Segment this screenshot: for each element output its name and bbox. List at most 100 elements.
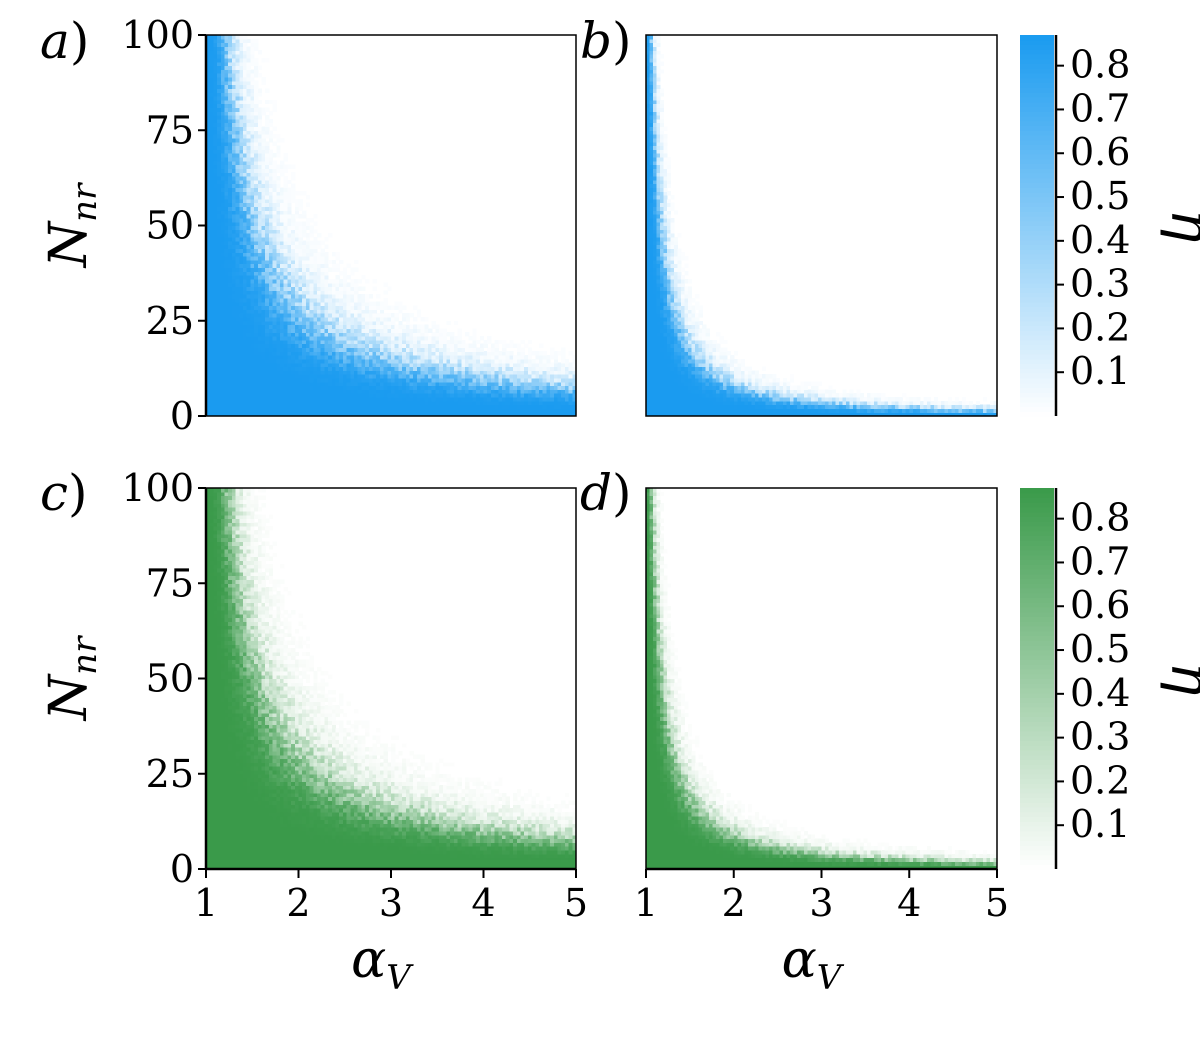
heatmap-cell <box>291 252 296 257</box>
heatmap-cell <box>235 362 240 368</box>
heatmap-cell <box>254 248 259 253</box>
heatmap-cell <box>224 38 229 44</box>
heatmap-cell <box>365 305 370 310</box>
heatmap-cell <box>280 229 285 234</box>
heatmap-cell <box>527 362 533 368</box>
heatmap-cell <box>435 370 440 375</box>
heatmap-cell <box>217 244 222 249</box>
heatmap-cell <box>246 404 251 409</box>
heatmap-cells <box>206 35 577 417</box>
heatmap-cell <box>670 412 675 417</box>
heatmap-cell <box>261 355 266 360</box>
heatmap-cell <box>954 404 959 409</box>
heatmap-cell <box>309 255 314 261</box>
heatmap-cell <box>357 370 362 375</box>
heatmap-cell <box>283 187 288 192</box>
heatmap-cell <box>479 389 485 394</box>
heatmap-cell <box>646 404 651 409</box>
heatmap-cell <box>280 347 285 352</box>
heatmap-cell <box>265 259 270 265</box>
heatmap-cell <box>298 328 303 333</box>
heatmap-cell <box>420 404 425 409</box>
heatmap-cell <box>803 381 809 387</box>
heatmap-cell <box>758 374 763 379</box>
heatmap-cell <box>450 393 455 398</box>
heatmap-cell <box>940 412 945 417</box>
heatmap-cell <box>217 61 222 67</box>
heatmap-cell <box>986 404 991 409</box>
heatmap-cell <box>916 408 921 413</box>
heatmap-cell <box>667 412 672 417</box>
heatmap-cell <box>681 374 686 379</box>
heatmap-cell <box>413 366 418 371</box>
heatmap-cell <box>513 366 518 371</box>
heatmap-cell <box>660 400 665 406</box>
heatmap-cell <box>335 339 340 345</box>
heatmap-cell <box>317 412 322 417</box>
heatmap-cell <box>546 355 551 360</box>
heatmap-cell <box>254 343 259 349</box>
heatmap-cell <box>246 145 251 150</box>
heatmap-cell <box>268 282 274 288</box>
heatmap-cell <box>416 328 422 333</box>
heatmap-cell <box>257 255 263 261</box>
heatmap-cell <box>272 225 277 230</box>
heatmap-cell <box>568 396 573 402</box>
heatmap-cell <box>698 381 703 387</box>
heatmap-cell <box>350 362 355 368</box>
heatmap-cell <box>298 294 303 299</box>
heatmap-cell <box>376 358 381 364</box>
heatmap-cell <box>391 396 396 402</box>
heatmap-cell <box>246 393 251 398</box>
heatmap-cell <box>209 141 214 147</box>
heatmap-cell <box>424 370 429 375</box>
heatmap-cell <box>810 389 816 394</box>
heatmap-cell <box>909 396 914 402</box>
heatmap-cell <box>524 343 529 349</box>
heatmap-cell <box>257 156 263 162</box>
heatmap-cell <box>807 400 812 406</box>
heatmap-cell <box>502 385 507 390</box>
heatmap-cell <box>546 377 551 383</box>
heatmap-cell <box>231 179 237 185</box>
heatmap-cell <box>235 370 240 375</box>
heatmap-cell <box>328 335 333 341</box>
heatmap-cell <box>572 377 577 383</box>
heatmap-cell <box>243 149 248 154</box>
heatmap-cell <box>228 240 233 246</box>
heatmap-cell <box>280 396 285 402</box>
heatmap-cell <box>298 362 303 368</box>
heatmap-cell <box>257 145 263 150</box>
heatmap-cell <box>461 385 466 390</box>
heatmap-cell <box>250 187 255 192</box>
heatmap-cell <box>346 282 351 288</box>
heatmap-cell <box>553 385 559 390</box>
heatmap-cell <box>775 393 780 398</box>
heatmap-cell <box>810 381 816 387</box>
heatmap-cell <box>368 389 374 394</box>
heatmap-cell <box>346 301 351 307</box>
heatmap-cell <box>254 408 259 413</box>
heatmap-cell <box>294 202 300 208</box>
heatmap-cell <box>350 290 355 295</box>
heatmap-cell <box>391 355 396 360</box>
heatmap-cell <box>409 343 414 349</box>
heatmap-cell <box>656 404 661 409</box>
heatmap-cell <box>394 313 399 318</box>
heatmap-cell <box>239 297 244 303</box>
heatmap-cell <box>257 377 263 383</box>
heatmap-cell <box>446 358 451 364</box>
heatmap-cell <box>217 229 222 234</box>
heatmap-cell <box>431 408 436 413</box>
heatmap-cell <box>342 404 348 409</box>
heatmap-cell <box>502 355 507 360</box>
heatmap-cell <box>213 324 218 329</box>
heatmap-cell <box>832 393 837 398</box>
heatmap-cell <box>531 408 536 413</box>
heatmap-cell <box>276 153 281 158</box>
heatmap-cell <box>243 145 248 150</box>
heatmap-cell <box>206 271 211 276</box>
heatmap-cell <box>291 255 296 261</box>
heatmap-cell <box>365 377 370 383</box>
heatmap-cell <box>376 316 381 322</box>
